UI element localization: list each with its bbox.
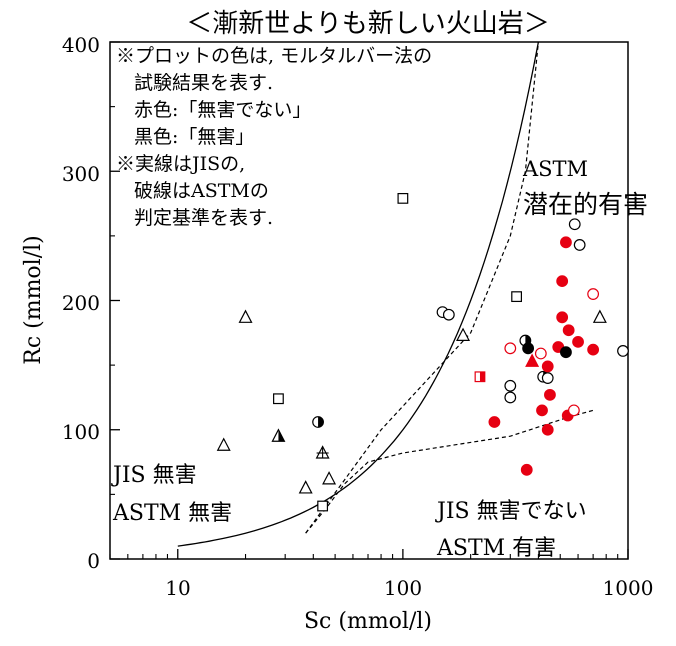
data-point-circle: [504, 342, 517, 355]
data-point-circle: [617, 345, 629, 357]
data-point-square: [317, 500, 329, 512]
region-label-astm-harmless: ASTM 無害: [112, 501, 232, 526]
data-point-circle: [541, 423, 554, 436]
x-tick-label-10: 10: [165, 576, 190, 600]
region-label-astm: ASTM: [522, 157, 588, 181]
data-point-triangle: [525, 353, 540, 367]
x-axis-label: Sc (mmol/l): [304, 609, 432, 634]
data-point-circle: [587, 343, 600, 356]
data-point-square: [397, 192, 409, 204]
note-line: 赤色:「無害でない」: [134, 99, 311, 121]
data-point-circle: [536, 404, 548, 417]
data-point-circle: [541, 360, 554, 373]
note-line: ※実線はJISの,: [116, 153, 245, 175]
chart-title: ＜漸新世よりも新しい火山岩＞: [186, 9, 549, 39]
data-point-triangle: [216, 437, 231, 451]
region-label-astm-harmful: ASTM 有害: [436, 536, 556, 561]
data-point-circle: [522, 342, 535, 355]
x-tick-label-100: 100: [384, 576, 422, 600]
data-point-triangle: [238, 309, 253, 323]
y-tick-label-200: 200: [62, 291, 100, 315]
data-point-circle: [560, 236, 572, 249]
region-label-jis-not-harmless: JIS 無害でない: [435, 499, 587, 524]
data-points: [216, 192, 629, 512]
data-point-triangle: [456, 327, 471, 341]
data-point-circle: [556, 311, 569, 324]
data-point-circle: [573, 239, 586, 251]
y-tick-label-300: 300: [62, 162, 100, 186]
note-line: 試験結果を表す.: [134, 72, 273, 94]
data-point-circle: [560, 346, 572, 359]
data-point-circle: [567, 404, 580, 417]
data-point-circle: [488, 416, 501, 428]
data-point-circle: [541, 372, 554, 384]
data-point-circle: [572, 335, 584, 348]
data-point-circle: [587, 288, 600, 300]
data-point-triangle: [322, 471, 337, 485]
data-point-circle: [504, 379, 517, 392]
y-tick-label-0: 0: [87, 549, 100, 573]
data-point-circle: [442, 308, 455, 321]
data-point-triangle: [592, 309, 607, 323]
notes-block: ※プロットの色は, モルタルバー法の 試験結果を表す. 赤色:「無害でない」 黒…: [116, 45, 432, 229]
data-point-circle: [568, 218, 581, 231]
region-label-astm-potential: 潜在的有害: [523, 190, 648, 219]
data-point-circle: [504, 391, 517, 404]
data-point-square: [273, 393, 284, 405]
y-tick-label-100: 100: [62, 420, 100, 444]
data-point-circle: [556, 275, 569, 288]
jis-criterion-curve: [177, 41, 540, 547]
data-point-circle: [544, 388, 556, 401]
note-line: 判定基準を表す.: [134, 207, 273, 229]
region-label-jis-harmless: JIS 無害: [111, 463, 197, 488]
data-point-triangle: [298, 480, 313, 494]
y-tick-label-400: 400: [62, 33, 100, 57]
note-line: ※プロットの色は, モルタルバー法の: [116, 45, 432, 67]
half-fill: [479, 371, 485, 382]
x-tick-label-1000: 1000: [603, 576, 654, 600]
data-point-circle: [520, 463, 533, 476]
note-line: 黒色:「無害」: [134, 126, 254, 148]
note-line: 破線はASTMの: [134, 180, 269, 202]
astm-upper-curve: [305, 41, 539, 534]
half-fill: [318, 416, 324, 428]
astm-criterion-line: [305, 409, 594, 534]
data-point-circle: [562, 324, 575, 337]
data-point-circle: [534, 347, 547, 360]
data-point-square: [511, 291, 523, 303]
axis-ticks: [109, 41, 629, 560]
y-axis-label: Rc (mmol/l): [21, 235, 46, 365]
half-fill: [278, 429, 285, 442]
